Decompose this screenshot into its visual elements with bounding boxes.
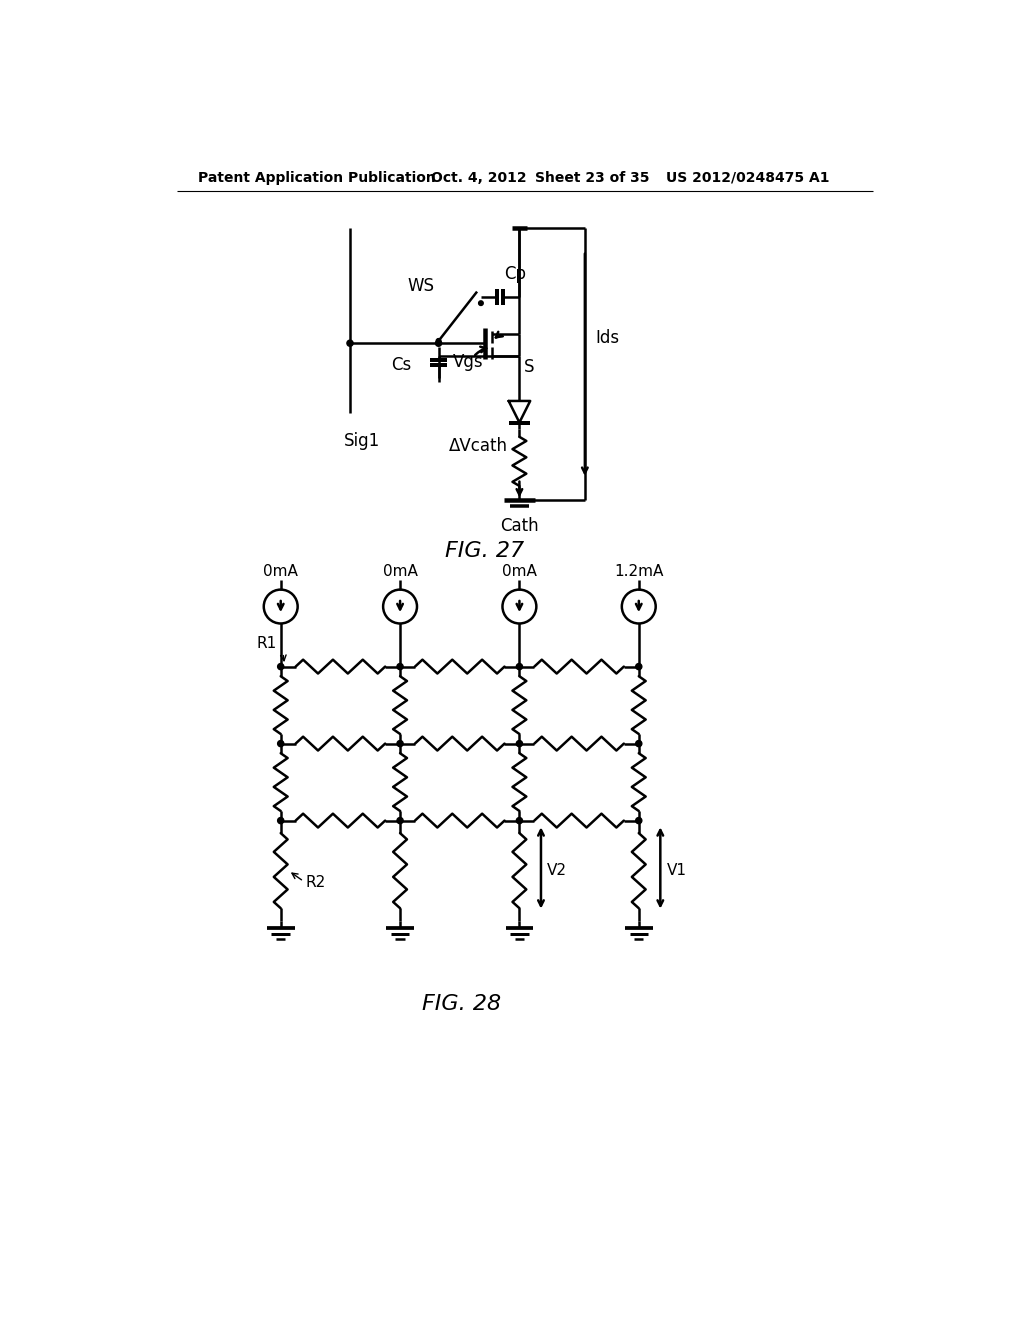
Text: Cs: Cs <box>391 356 412 374</box>
Circle shape <box>436 339 441 343</box>
Circle shape <box>636 741 642 747</box>
Text: 0mA: 0mA <box>263 564 298 579</box>
Text: FIG. 28: FIG. 28 <box>422 994 501 1014</box>
Circle shape <box>516 817 522 824</box>
Circle shape <box>435 341 441 346</box>
Text: V2: V2 <box>547 863 567 878</box>
Text: ΔVcath: ΔVcath <box>449 437 508 455</box>
Text: 1.2mA: 1.2mA <box>614 564 664 579</box>
Text: 0mA: 0mA <box>383 564 418 579</box>
Text: R2: R2 <box>305 875 326 890</box>
Circle shape <box>347 341 353 346</box>
Circle shape <box>636 664 642 669</box>
Text: 0mA: 0mA <box>502 564 537 579</box>
Text: V1: V1 <box>667 863 686 878</box>
Circle shape <box>516 664 522 669</box>
Circle shape <box>278 817 284 824</box>
Text: Vgs: Vgs <box>453 354 483 371</box>
Text: Sig1: Sig1 <box>344 432 380 450</box>
Circle shape <box>516 741 522 747</box>
Text: Ids: Ids <box>596 329 620 347</box>
Circle shape <box>278 664 284 669</box>
Circle shape <box>397 741 403 747</box>
Text: Oct. 4, 2012: Oct. 4, 2012 <box>431 170 526 185</box>
Text: Cath: Cath <box>500 517 539 535</box>
Text: Sheet 23 of 35: Sheet 23 of 35 <box>535 170 649 185</box>
Text: WS: WS <box>408 277 435 294</box>
Circle shape <box>278 741 284 747</box>
Text: S: S <box>524 358 535 376</box>
Circle shape <box>397 817 403 824</box>
Text: Patent Application Publication: Patent Application Publication <box>199 170 436 185</box>
Text: US 2012/0248475 A1: US 2012/0248475 A1 <box>666 170 829 185</box>
Circle shape <box>478 301 483 305</box>
Text: FIG. 27: FIG. 27 <box>445 541 524 561</box>
Text: R1: R1 <box>257 636 276 651</box>
Circle shape <box>636 817 642 824</box>
Text: Cp: Cp <box>504 265 526 284</box>
Circle shape <box>397 664 403 669</box>
